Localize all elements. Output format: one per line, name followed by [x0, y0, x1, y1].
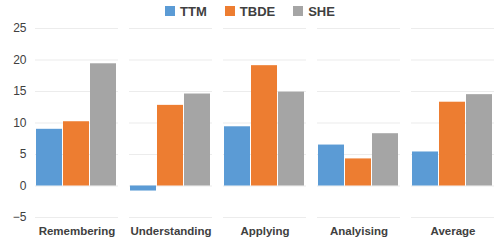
svg-text:Average: Average	[431, 225, 476, 237]
svg-text:10: 10	[13, 116, 27, 130]
svg-text:Remembering: Remembering	[39, 225, 116, 237]
svg-text:5: 5	[20, 147, 27, 161]
svg-text:20: 20	[13, 53, 27, 67]
svg-text:15: 15	[13, 84, 27, 98]
svg-text:0: 0	[20, 179, 27, 193]
svg-text:−5: −5	[13, 210, 27, 224]
html-text:SHE: SHE	[308, 3, 335, 19]
svg-text:Analyising: Analyising	[330, 225, 388, 237]
html-text:TBDE: TBDE	[239, 3, 276, 19]
svg-text:25: 25	[13, 22, 27, 35]
html-text:TTM: TTM	[180, 3, 207, 19]
svg-text:Understanding: Understanding	[130, 225, 211, 237]
svg-text:Applying: Applying	[240, 225, 289, 237]
